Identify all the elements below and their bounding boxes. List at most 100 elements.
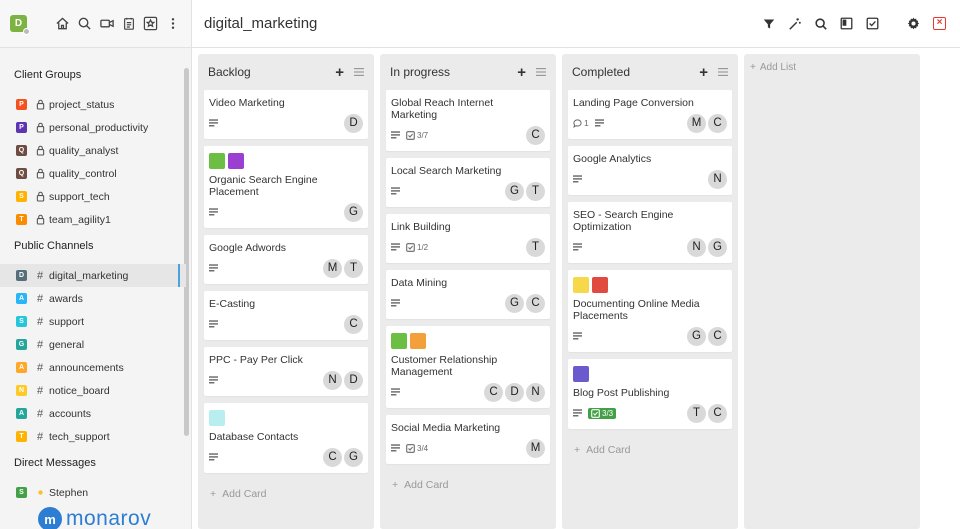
- add-card-button[interactable]: + Add Card: [386, 471, 550, 499]
- add-card-plus-icon[interactable]: +: [699, 63, 708, 81]
- card[interactable]: Social Media Marketing 3/4 M: [386, 415, 550, 464]
- magic-wand-icon[interactable]: [786, 15, 803, 32]
- member-avatar[interactable]: C: [484, 382, 503, 402]
- card[interactable]: Blog Post Publishing 3/3 T C: [568, 359, 732, 429]
- member-avatar[interactable]: N: [708, 169, 727, 189]
- add-card-plus-icon[interactable]: +: [335, 63, 344, 81]
- card[interactable]: Local Search Marketing G T: [386, 158, 550, 207]
- member-avatar[interactable]: N: [526, 382, 545, 402]
- sidebar-scrollbar[interactable]: [184, 68, 189, 436]
- sidebar-item-accounts[interactable]: A # accounts: [0, 402, 186, 425]
- member-avatar[interactable]: D: [505, 382, 524, 402]
- card[interactable]: Video Marketing D: [204, 90, 368, 139]
- sidebar-item-announcements[interactable]: A # announcements: [0, 356, 186, 379]
- notes-icon[interactable]: [120, 15, 137, 32]
- card-footer: C: [209, 314, 363, 334]
- card[interactable]: Google Analytics N: [568, 146, 732, 195]
- close-icon[interactable]: ×: [931, 15, 948, 32]
- member-avatar[interactable]: G: [505, 181, 524, 201]
- member-avatar[interactable]: C: [323, 447, 342, 467]
- card[interactable]: Google Adwords M T: [204, 235, 368, 284]
- sidebar-item-notice-board[interactable]: N # notice_board: [0, 379, 186, 402]
- sidebar-item-general[interactable]: G # general: [0, 333, 186, 356]
- member-avatar[interactable]: C: [344, 314, 363, 334]
- member-avatar[interactable]: M: [526, 438, 545, 458]
- card[interactable]: Customer Relationship Management C D N: [386, 326, 550, 408]
- checklist-icon[interactable]: [864, 15, 881, 32]
- member-avatar[interactable]: C: [708, 113, 727, 133]
- lock-icon: [35, 214, 45, 225]
- checklist-badge: 3/7: [406, 131, 428, 140]
- card[interactable]: E-Casting C: [204, 291, 368, 340]
- member-avatar[interactable]: N: [687, 237, 706, 257]
- list-menu-icon[interactable]: [718, 68, 728, 76]
- member-avatar[interactable]: G: [708, 237, 727, 257]
- card[interactable]: Landing Page Conversion 1 M C: [568, 90, 732, 139]
- search-icon[interactable]: [76, 15, 93, 32]
- card[interactable]: PPC - Pay Per Click N D: [204, 347, 368, 396]
- starred-icon[interactable]: [142, 15, 159, 32]
- member-avatar[interactable]: C: [708, 326, 727, 346]
- card[interactable]: Database Contacts C G: [204, 403, 368, 473]
- member-avatar[interactable]: M: [323, 258, 342, 278]
- add-card-button[interactable]: + Add Card: [568, 436, 732, 464]
- member-avatar[interactable]: D: [344, 113, 363, 133]
- plus-icon: +: [392, 479, 399, 491]
- add-card-button[interactable]: + Add Card: [204, 480, 368, 508]
- add-card-plus-icon[interactable]: +: [517, 63, 526, 81]
- sidebar-item-support[interactable]: S # support: [0, 310, 186, 333]
- sidebar-item-digital-marketing[interactable]: D # digital_marketing: [0, 264, 186, 287]
- card[interactable]: Link Building 1/2 T: [386, 214, 550, 263]
- card-title: Google Adwords: [209, 242, 287, 254]
- card[interactable]: Documenting Online Media Placements G C: [568, 270, 732, 352]
- member-avatar[interactable]: T: [344, 258, 363, 278]
- member-avatar[interactable]: G: [505, 293, 524, 313]
- user-avatar[interactable]: D: [10, 15, 30, 35]
- search-icon[interactable]: [812, 15, 829, 32]
- channel-avatar: A: [16, 362, 27, 373]
- member-avatar[interactable]: T: [526, 181, 545, 201]
- member-avatar[interactable]: C: [526, 293, 545, 313]
- card[interactable]: Organic Search Engine Placement G: [204, 146, 368, 228]
- filter-icon[interactable]: [760, 15, 777, 32]
- home-icon[interactable]: [54, 15, 71, 32]
- card[interactable]: Global Reach Internet Marketing 3/7 C: [386, 90, 550, 151]
- list-menu-icon[interactable]: [354, 68, 364, 76]
- member-avatar[interactable]: M: [687, 113, 706, 133]
- more-vertical-icon[interactable]: [164, 15, 181, 32]
- card[interactable]: SEO - Search Engine Optimization N G: [568, 202, 732, 263]
- member-avatar[interactable]: T: [687, 403, 706, 423]
- list-menu-icon[interactable]: [536, 68, 546, 76]
- member-avatar[interactable]: C: [526, 125, 545, 145]
- member-avatar[interactable]: T: [526, 237, 545, 257]
- member-avatar[interactable]: G: [344, 447, 363, 467]
- card[interactable]: Data Mining G C: [386, 270, 550, 319]
- sidebar-item-label: project_status: [49, 98, 115, 111]
- list-header: Completed +: [568, 54, 732, 90]
- member-avatar[interactable]: N: [323, 370, 342, 390]
- member-avatar[interactable]: G: [687, 326, 706, 346]
- add-list-button[interactable]: + Add List: [750, 62, 796, 73]
- settings-gear-icon[interactable]: [905, 15, 922, 32]
- member-avatar[interactable]: G: [344, 202, 363, 222]
- checkbox-icon: [406, 130, 415, 140]
- sidebar-item-stephen[interactable]: S Stephen: [0, 481, 186, 504]
- hash-icon: #: [36, 338, 44, 351]
- video-camera-icon[interactable]: [98, 15, 115, 32]
- sidebar-item-awards[interactable]: A # awards: [0, 287, 186, 310]
- member-avatar[interactable]: D: [344, 370, 363, 390]
- card-footer: D: [209, 113, 363, 133]
- member-avatar[interactable]: C: [708, 403, 727, 423]
- sidebar-item-tech-support[interactable]: T # tech_support: [0, 425, 186, 448]
- board-view-icon[interactable]: [838, 15, 855, 32]
